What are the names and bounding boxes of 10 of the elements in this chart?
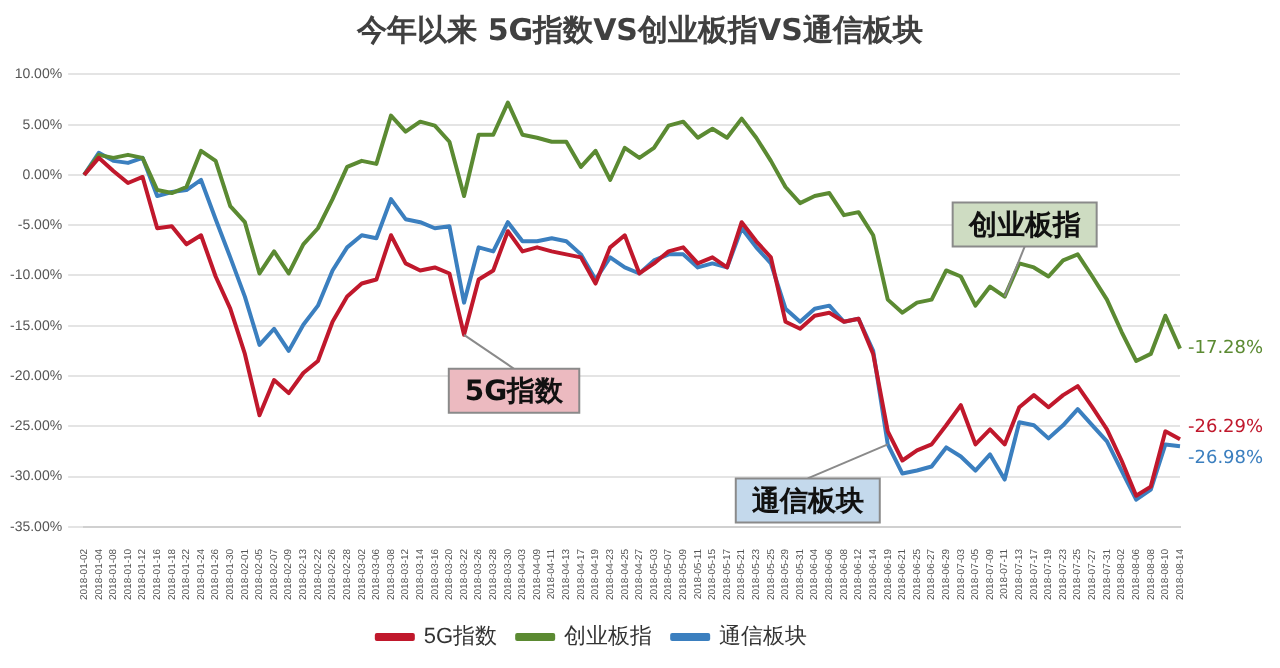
annotation: 创业板指 — [966, 209, 1081, 242]
chart-title: 今年以来 5G指数VS创业板指VS通信板块 — [354, 12, 925, 50]
legend-label: 创业板指 — [564, 623, 653, 650]
data-label: -26.29% — [1188, 417, 1265, 438]
legend-label: 5G指数 — [423, 625, 498, 650]
legend-label: 通信板块 — [719, 623, 808, 650]
data-label: -26.98% — [1188, 448, 1265, 469]
annotation: 5G指数 — [464, 376, 566, 409]
data-label: -17.28% — [1188, 339, 1265, 360]
annotation: 通信板块 — [749, 483, 864, 518]
